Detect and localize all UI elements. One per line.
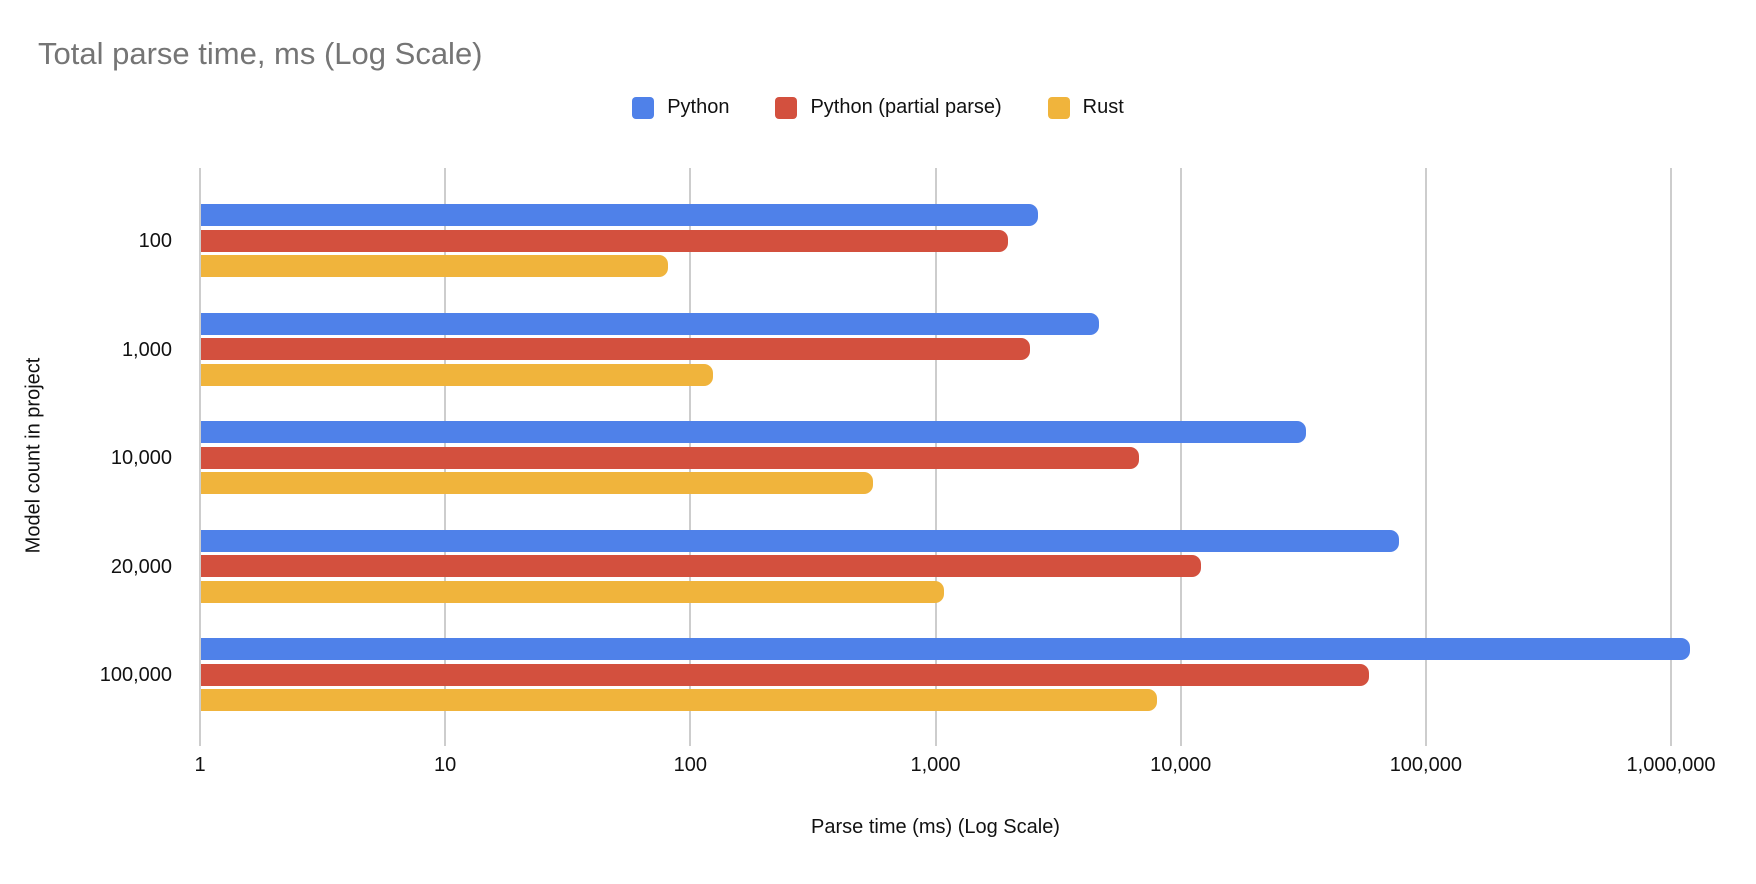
legend-label: Python: [667, 96, 730, 118]
legend-item-python-partial-parse: Python (partial parse): [775, 96, 1002, 119]
x-tick-label-1000000: 1,000,000: [1626, 754, 1716, 776]
y-axis-title: Model count in project: [22, 357, 45, 554]
bar-rust-10000: [201, 472, 873, 494]
x-tick-label-100: 100: [673, 754, 708, 776]
bar-python-1000: [201, 312, 1099, 335]
legend-label: Rust: [1082, 96, 1124, 118]
y-category-label-100000: 100,000: [99, 664, 172, 686]
legend-item-python: Python: [632, 96, 729, 119]
chart-legend: Python Python (partial parse) Rust: [0, 96, 1756, 119]
bar-rust-20000: [201, 580, 944, 603]
x-tick-label-1: 1: [194, 754, 206, 776]
bar-python-100000: [201, 638, 1690, 660]
legend-swatch-icon: [775, 96, 798, 119]
x-tick-label-10: 10: [434, 754, 457, 776]
gridline-10,000: [1179, 168, 1182, 746]
bar-python-partial-parse-20000: [201, 555, 1202, 577]
y-category-label-10000: 10,000: [110, 447, 172, 469]
x-tick-label-100000: 100,000: [1389, 754, 1462, 776]
bar-rust-1000: [201, 363, 714, 386]
bar-python-100: [201, 204, 1039, 226]
x-tick-label-1000: 1,000: [910, 754, 961, 776]
bar-rust-100: [201, 255, 668, 277]
gridline-100,000: [1424, 168, 1427, 746]
plot-area: [199, 168, 1690, 746]
bar-python-20000: [201, 529, 1400, 552]
bar-python-partial-parse-100000: [201, 663, 1369, 686]
y-category-label-20000: 20,000: [110, 555, 172, 578]
gridline-1: [199, 168, 201, 746]
bar-python-10000: [201, 421, 1306, 443]
gridline-1,000,000: [1670, 168, 1673, 746]
legend-swatch-icon: [1047, 96, 1070, 119]
x-tick-label-10000: 10,000: [1150, 754, 1212, 776]
chart-title: Total parse time, ms (Log Scale): [38, 36, 483, 71]
legend-swatch-icon: [632, 96, 655, 119]
bar-python-partial-parse-1000: [201, 338, 1030, 360]
x-axis-title: Parse time (ms) (Log Scale): [811, 816, 1060, 838]
bar-python-partial-parse-100: [201, 229, 1008, 252]
legend-label: Python (partial parse): [810, 96, 1002, 118]
legend-item-rust: Rust: [1047, 96, 1124, 119]
bar-rust-100000: [201, 689, 1157, 711]
y-category-label-100: 100: [138, 230, 172, 252]
y-category-label-1000: 1,000: [121, 338, 172, 361]
bar-python-partial-parse-10000: [201, 446, 1140, 469]
